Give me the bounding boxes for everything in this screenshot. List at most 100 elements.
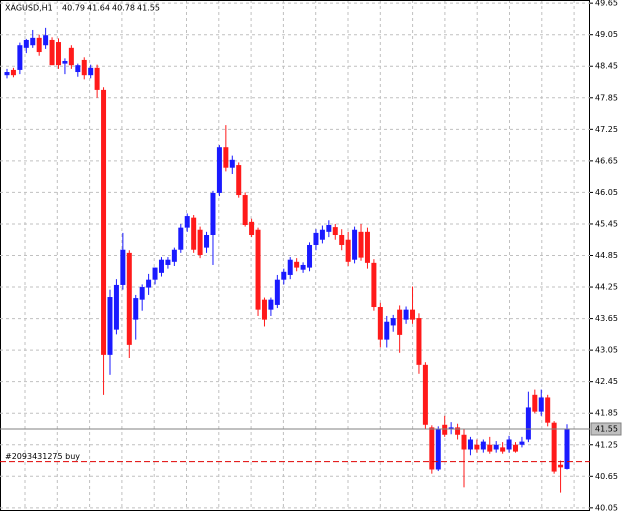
candle-body [390,318,396,326]
y-tick-label: 45.45 [595,219,618,228]
y-tick-label: 47.25 [595,125,618,134]
candle-body [216,147,222,193]
last-high: 41.64 [87,4,110,13]
candle-body [558,464,564,468]
candle-body [326,225,332,232]
y-tick-label: 40.05 [595,503,618,512]
y-tick-label: 48.45 [595,62,618,71]
candle-body [519,441,525,445]
candle-body [261,299,267,320]
candle-body [294,261,300,268]
y-tick-label: 43.05 [595,346,618,355]
candle-body [480,441,486,450]
candle-body [62,60,68,64]
y-tick-label: 46.05 [595,188,618,197]
candle-body [255,229,261,310]
vertical-grid [24,0,575,511]
candle-body [107,297,113,355]
candle-body [43,35,49,46]
candle-body [171,249,177,262]
candle-body [487,444,493,452]
candle-body [435,429,441,470]
y-tick-label: 42.45 [595,377,618,386]
y-tick-label: 44.25 [595,283,618,292]
candle-body [429,427,435,470]
candle-body [410,309,416,320]
candle-body [525,407,531,440]
candle-body [81,59,87,76]
candle-body [113,284,119,330]
candle-body [313,232,319,245]
candle-body [461,434,467,450]
candle-body [352,229,358,260]
candle-body [152,267,158,280]
candle-body [493,444,499,450]
y-tick-label: 41.25 [595,440,618,449]
candle-body [467,439,473,450]
candle-body [422,364,428,425]
candle-body [94,67,100,90]
candle-body [158,259,164,273]
y-tick-label: 49.05 [595,30,618,39]
candle-body [455,427,461,435]
candle-body [204,234,210,248]
candle-body [545,397,551,423]
y-tick-label: 41.85 [595,409,618,418]
candle-body [36,37,42,53]
candle-body [319,229,325,240]
y-tick-label: 44.85 [595,251,618,260]
candle-body [229,159,235,168]
candle-body [377,307,383,340]
candle-body [75,65,81,73]
y-tick-label: 40.65 [595,472,618,481]
candle-body [126,252,132,345]
candle-body [339,234,345,245]
candle-body [564,428,570,469]
candle-body [242,195,248,226]
candle-body [287,259,293,275]
candle-body [4,72,10,76]
candle-body [197,229,203,255]
candle-body [332,227,338,235]
candle-body [448,427,454,430]
candle-body [500,447,506,452]
candle-body [30,37,36,46]
candle-body [49,39,55,66]
candle-body [307,244,313,268]
candle-body [236,165,242,196]
y-tick-label: 47.85 [595,93,618,102]
order-label: #2093431275 buy [5,452,80,461]
candle-body [416,318,422,365]
candle-body [191,217,197,250]
candle-body [268,299,274,310]
candle-body [146,279,152,288]
candle-body [474,444,480,450]
price-label-box [590,422,622,436]
candle-body [88,67,94,76]
candle-body [120,249,126,285]
header: XAGUSD,H1 40.79 41.64 40.78 41.55 [5,4,160,13]
candle-body [403,309,409,320]
candle-body [274,279,280,305]
symbol: XAGUSD,H1 [5,4,53,13]
candle-body [178,227,184,250]
candle-body [223,147,229,168]
candle-body [249,221,255,235]
candle-body [300,264,306,270]
price-label: 41.55 [595,424,618,433]
y-tick-label: 49.65 [595,0,618,8]
candle-body [538,397,544,412]
y-tick-label: 43.65 [595,314,618,323]
last-low: 40.78 [112,4,135,13]
candle-body [133,298,139,320]
candle-body [345,239,351,262]
last-close: 41.55 [137,4,160,13]
candle-body [139,287,145,300]
candle-body [371,262,377,308]
candle-body [551,422,557,472]
candle-body [364,231,370,263]
candle-body [165,259,171,265]
candle-body [513,444,519,452]
